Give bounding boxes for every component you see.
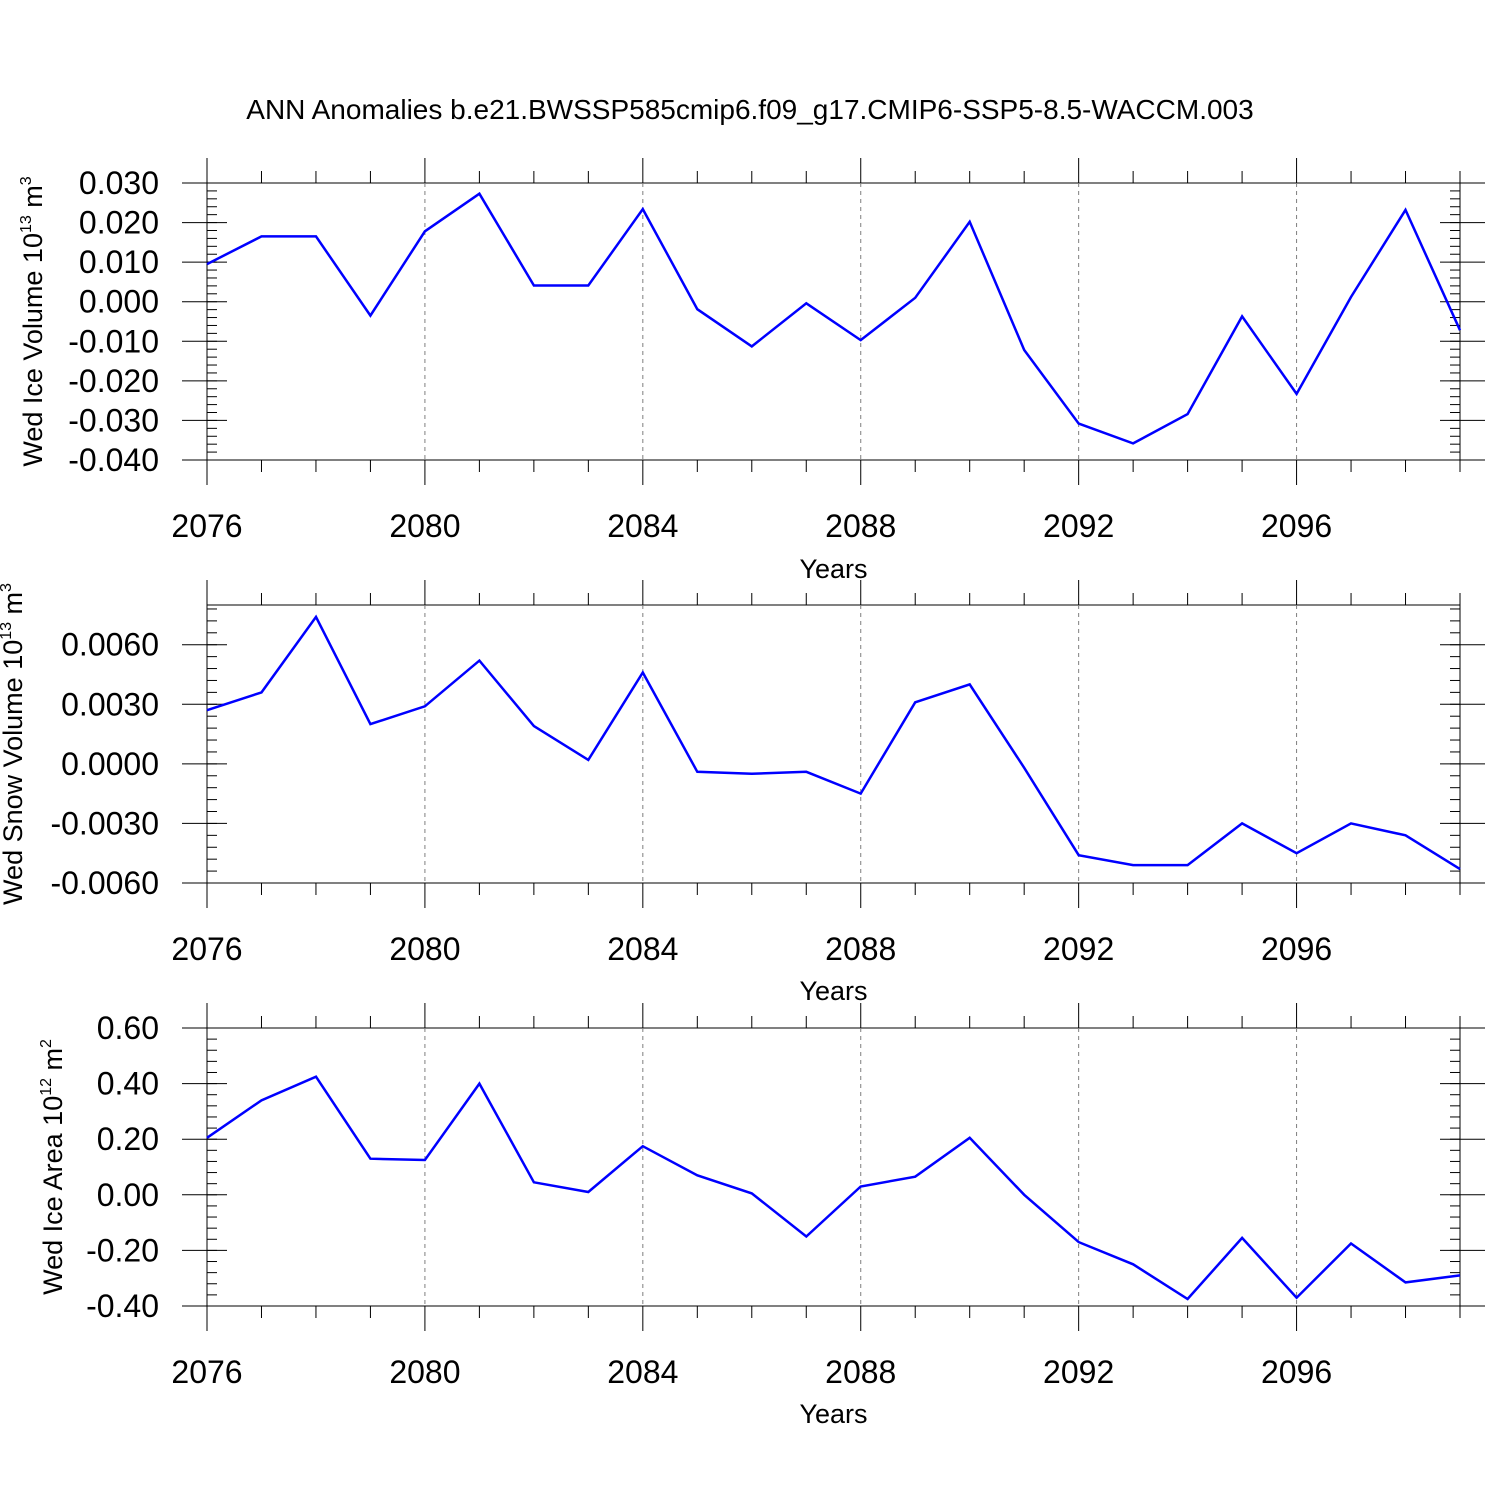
y-axis-label-exponent: 13 (0, 622, 15, 640)
y-axis-label: Wed Snow Volume 1013 m3 (0, 583, 28, 905)
x-axis-label: Years (799, 1399, 867, 1429)
y-tick-label: 0.0030 (61, 686, 159, 722)
y-tick-label: -0.040 (68, 442, 159, 478)
x-axis-label: Years (799, 976, 867, 1006)
x-tick-label: 2084 (607, 931, 678, 967)
y-tick-label: 0.020 (79, 205, 159, 241)
x-tick-label: 2084 (607, 1354, 678, 1390)
y-tick-label: -0.20 (86, 1232, 159, 1268)
x-tick-label: 2080 (389, 931, 460, 967)
y-axis-label-unit-exponent: 2 (38, 1039, 55, 1048)
series-line (206, 614, 1461, 871)
y-tick-label: 0.0000 (61, 746, 159, 782)
y-axis-label: Wed Ice Area 1012 m2 (38, 1039, 68, 1295)
y-axis-label-unit-exponent: 3 (18, 176, 35, 185)
y-tick-label: -0.0030 (50, 805, 159, 841)
x-tick-label: 2096 (1261, 1354, 1332, 1390)
x-tick-label: 2096 (1261, 931, 1332, 967)
y-tick-label: -0.0060 (50, 865, 159, 901)
x-tick-label: 2076 (171, 508, 242, 544)
x-tick-label: 2096 (1261, 508, 1332, 544)
y-tick-label: 0.20 (97, 1121, 159, 1157)
x-axis-label: Years (799, 554, 867, 584)
y-tick-label: 0.40 (97, 1066, 159, 1102)
y-tick-label: 0.60 (97, 1010, 159, 1046)
y-axis-label-text: Wed Snow Volume 10 (0, 640, 28, 905)
y-axis-label-unit: m (0, 592, 28, 622)
y-axis-label-text: Wed Ice Volume 10 (18, 233, 48, 467)
y-axis-label-text: Wed Ice Area 10 (38, 1096, 68, 1295)
y-axis-label: Wed Ice Volume 1013 m3 (18, 176, 48, 466)
y-axis-label-unit: m (38, 1048, 68, 1078)
y-tick-label: -0.030 (68, 402, 159, 438)
y-axis-label-unit-exponent: 3 (0, 583, 15, 592)
series-line (206, 191, 1462, 445)
x-tick-label: 2080 (389, 1354, 460, 1390)
y-tick-label: 0.030 (79, 165, 159, 201)
y-axis-label-unit: m (18, 185, 48, 215)
x-tick-label: 2092 (1043, 931, 1114, 967)
series-line (206, 1075, 1461, 1301)
plot-frame (206, 1027, 1461, 1307)
y-tick-label: -0.40 (86, 1288, 159, 1324)
x-tick-label: 2076 (171, 1354, 242, 1390)
y-tick-label: 0.00 (97, 1177, 159, 1213)
y-axis-label-exponent: 13 (18, 215, 35, 233)
x-tick-label: 2084 (607, 508, 678, 544)
y-tick-label: -0.020 (68, 363, 159, 399)
y-axis-label-exponent: 12 (38, 1078, 55, 1096)
plot-frame (206, 604, 1461, 884)
panel-2: 0.0060 0.0030 0.0000 -0.0030 -0.0060 2076 2080… (0, 580, 1485, 1006)
chart-title: ANN Anomalies b.e21.BWSSP585cmip6.f09_g1… (246, 94, 1253, 125)
x-tick-label: 2076 (171, 931, 242, 967)
y-tick-label: 0.010 (79, 244, 159, 280)
y-tick-label: 0.0060 (61, 627, 159, 663)
x-tick-label: 2092 (1043, 508, 1114, 544)
x-tick-label: 2088 (825, 508, 896, 544)
y-tick-label: -0.010 (68, 323, 159, 359)
x-tick-label: 2088 (825, 1354, 896, 1390)
y-tick-label: 0.000 (79, 284, 159, 320)
x-tick-label: 2080 (389, 508, 460, 544)
x-tick-label: 2088 (825, 931, 896, 967)
plot-frame (206, 182, 1461, 461)
x-tick-label: 2092 (1043, 1354, 1114, 1390)
panel-3: 0.60 0.40 0.20 0.00 -0.20 -0.40 2076 2080 2084 20… (38, 1003, 1485, 1429)
